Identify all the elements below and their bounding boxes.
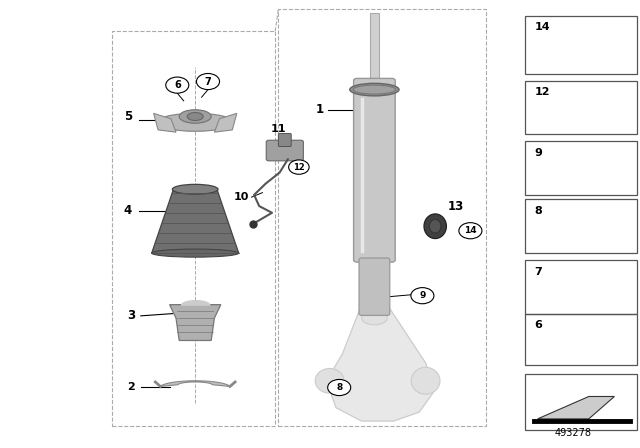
Text: 1: 1 (316, 103, 324, 116)
Text: 6: 6 (174, 80, 180, 90)
Ellipse shape (429, 220, 441, 233)
Polygon shape (161, 381, 230, 387)
Text: 3: 3 (127, 309, 135, 323)
FancyBboxPatch shape (278, 134, 291, 146)
Bar (112, 31, 275, 426)
Bar (525, 141, 637, 195)
Text: 4: 4 (124, 204, 132, 217)
Text: 14: 14 (534, 22, 550, 32)
Bar (525, 314, 637, 365)
Text: 9: 9 (534, 148, 542, 158)
Text: 7: 7 (205, 77, 211, 86)
Polygon shape (170, 305, 221, 340)
Bar (525, 81, 637, 134)
Ellipse shape (179, 110, 211, 123)
Ellipse shape (353, 85, 396, 94)
Text: 12: 12 (534, 87, 550, 97)
Ellipse shape (152, 249, 239, 257)
Ellipse shape (412, 367, 440, 394)
Polygon shape (326, 305, 435, 421)
Text: 8: 8 (534, 206, 542, 216)
Polygon shape (152, 189, 239, 253)
FancyBboxPatch shape (359, 258, 390, 315)
FancyBboxPatch shape (266, 140, 303, 161)
Ellipse shape (187, 112, 204, 121)
Polygon shape (214, 113, 237, 132)
Ellipse shape (349, 83, 399, 96)
Text: 14: 14 (464, 226, 477, 235)
Text: 10: 10 (234, 192, 249, 202)
Bar (525, 260, 637, 314)
Bar (525, 374, 637, 430)
Text: 13: 13 (447, 199, 464, 213)
Circle shape (411, 288, 434, 304)
Circle shape (166, 77, 189, 93)
Text: 493278: 493278 (554, 428, 591, 438)
Bar (278, 9, 486, 426)
Circle shape (459, 223, 482, 239)
FancyBboxPatch shape (354, 78, 395, 262)
Bar (525, 16, 637, 74)
Polygon shape (154, 113, 176, 132)
Text: 6: 6 (534, 320, 542, 330)
Ellipse shape (172, 185, 218, 194)
Ellipse shape (424, 214, 446, 238)
Ellipse shape (315, 368, 344, 393)
Circle shape (289, 160, 309, 174)
Ellipse shape (157, 113, 234, 131)
Text: 11: 11 (271, 124, 286, 134)
Text: 8: 8 (336, 383, 342, 392)
Text: 12: 12 (293, 163, 305, 172)
Text: 5: 5 (124, 110, 132, 123)
Circle shape (328, 379, 351, 396)
Circle shape (196, 73, 220, 90)
Bar (525, 199, 637, 253)
Ellipse shape (362, 311, 387, 325)
Text: 2: 2 (127, 382, 135, 392)
Polygon shape (538, 396, 614, 419)
Bar (370, 13, 380, 81)
Text: 9: 9 (419, 291, 426, 300)
Text: 7: 7 (534, 267, 542, 276)
